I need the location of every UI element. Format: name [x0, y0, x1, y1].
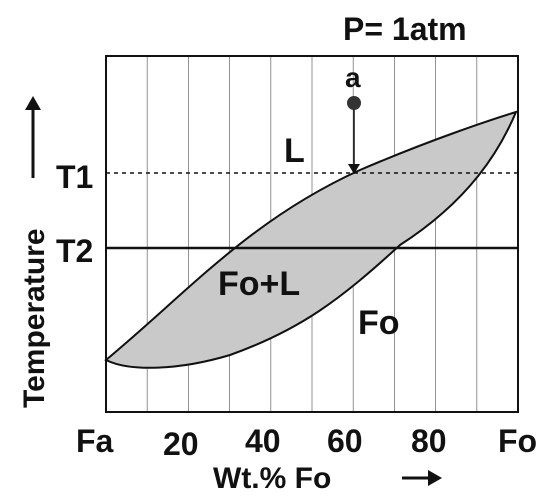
two-phase-region — [104, 110, 518, 369]
x-tick-fo: Fo — [498, 423, 537, 459]
region-two-phase-label: Fo+L — [218, 265, 300, 303]
x-tick-60: 60 — [327, 423, 363, 459]
isotherm-t2-label: T2 — [56, 233, 93, 269]
y-axis-arrow-head — [25, 96, 41, 110]
region-solid-label: Fo — [358, 304, 400, 342]
diagram-title: P= 1atm — [343, 11, 467, 47]
cooling-arrowhead — [348, 164, 360, 174]
x-tick-20: 20 — [163, 426, 199, 462]
point-a-label: a — [345, 62, 361, 93]
plot-frame — [105, 55, 519, 413]
y-axis-label: Temperature — [18, 228, 51, 408]
isotherm-t1-label: T1 — [56, 159, 93, 195]
x-axis-arrow-head — [428, 470, 442, 486]
region-liquid-label: L — [284, 132, 305, 170]
x-axis-label: Wt.% Fo — [213, 462, 331, 495]
point-a-marker — [347, 96, 361, 110]
x-tick-fa: Fa — [76, 423, 114, 459]
x-tick-80: 80 — [411, 423, 447, 459]
y-axis-label-group: Temperature — [18, 96, 51, 408]
x-tick-40: 40 — [245, 423, 281, 459]
